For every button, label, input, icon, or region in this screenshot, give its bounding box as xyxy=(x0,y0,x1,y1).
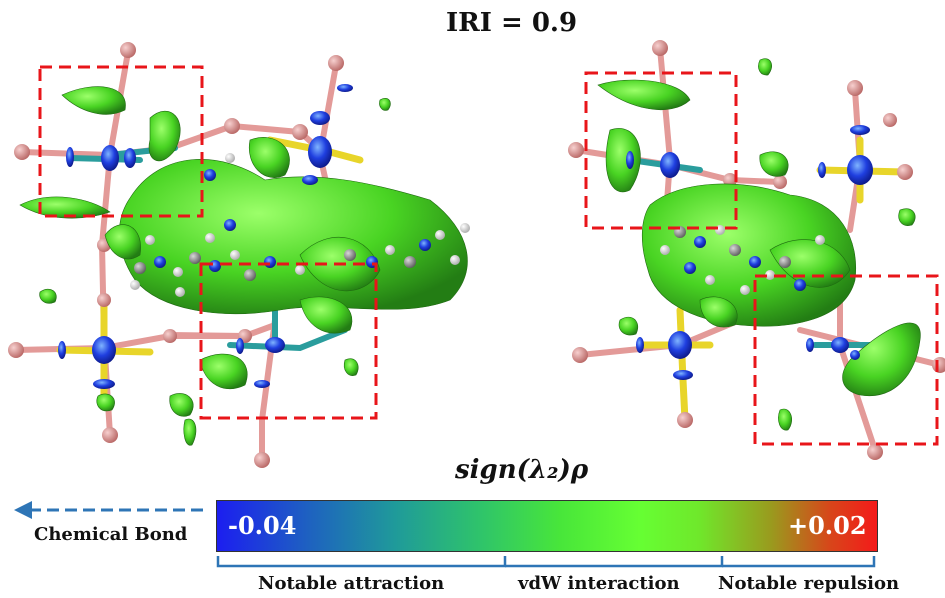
left-highlight-boxes xyxy=(38,65,378,420)
range-brackets xyxy=(216,556,876,568)
right-highlight-boxes xyxy=(584,71,939,446)
right-green-surfaces xyxy=(597,58,921,431)
left-organic-atoms xyxy=(130,153,470,297)
right-highlight-box-bottom xyxy=(753,274,939,446)
sign-lambda-rho-colorbar xyxy=(216,500,878,552)
chemical-bond-arrow xyxy=(14,501,203,519)
right-highlight-box-top xyxy=(584,71,738,230)
left-green-surfaces xyxy=(19,86,468,446)
left-blue-lobes xyxy=(58,84,353,389)
bracket-vdw xyxy=(505,556,724,568)
left-highlight-box-bottom xyxy=(199,262,378,420)
vdw-interaction-label: vdW interaction xyxy=(518,573,680,594)
left-molecular-structure xyxy=(8,42,470,468)
notable-attraction-label: Notable attraction xyxy=(258,573,445,594)
right-blue-lobes xyxy=(626,125,873,380)
notable-repulsion-label: Notable repulsion xyxy=(718,573,900,594)
colorbar-max-label: +0.02 xyxy=(788,511,867,540)
colorbar-axis-title: sign(λ₂)ρ xyxy=(455,455,589,485)
chemical-bond-label: Chemical Bond xyxy=(34,524,188,545)
iri-title: IRI = 0.9 xyxy=(446,8,578,38)
left-highlight-box-top xyxy=(38,65,204,218)
bracket-attraction xyxy=(216,556,507,568)
bracket-repulsion xyxy=(722,556,876,568)
colorbar-min-label: -0.04 xyxy=(228,511,297,540)
right-molecular-structure xyxy=(568,40,945,460)
